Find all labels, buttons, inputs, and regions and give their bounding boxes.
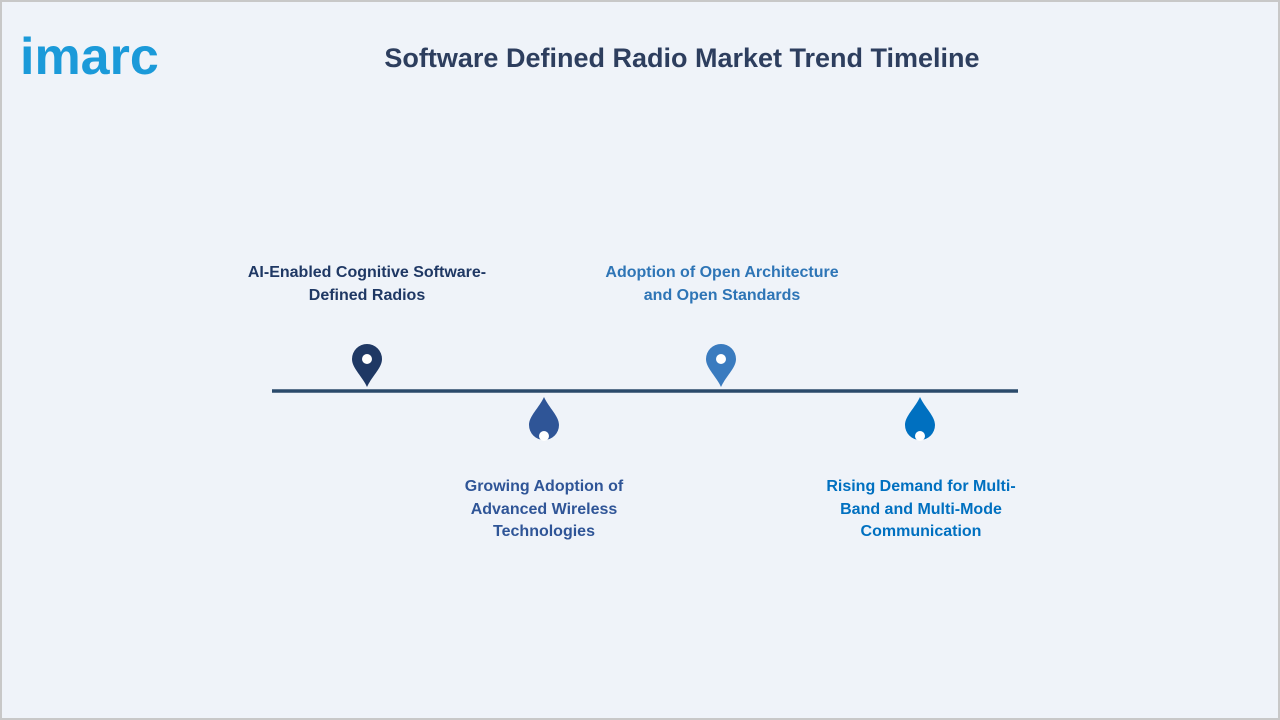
pin — [706, 344, 736, 387]
item-label: Defined Radios — [309, 287, 426, 304]
item-label: Rising Demand for Multi- — [826, 478, 1015, 495]
item-label: and Open Standards — [644, 287, 801, 304]
drop — [529, 397, 559, 441]
pin — [352, 344, 382, 387]
title: Software Defined Radio Market Trend Time… — [384, 43, 979, 73]
drop — [905, 397, 935, 441]
item-label: Advanced Wireless — [471, 501, 618, 518]
item-label: Communication — [861, 523, 982, 540]
item-label: Technologies — [493, 523, 595, 540]
item-label: AI-Enabled Cognitive Software- — [248, 264, 486, 281]
item-label: Band and Multi-Mode — [840, 501, 1002, 518]
logo: imarc — [20, 28, 159, 86]
item-label: Growing Adoption of — [465, 478, 624, 495]
item-label: Adoption of Open Architecture — [605, 264, 838, 281]
